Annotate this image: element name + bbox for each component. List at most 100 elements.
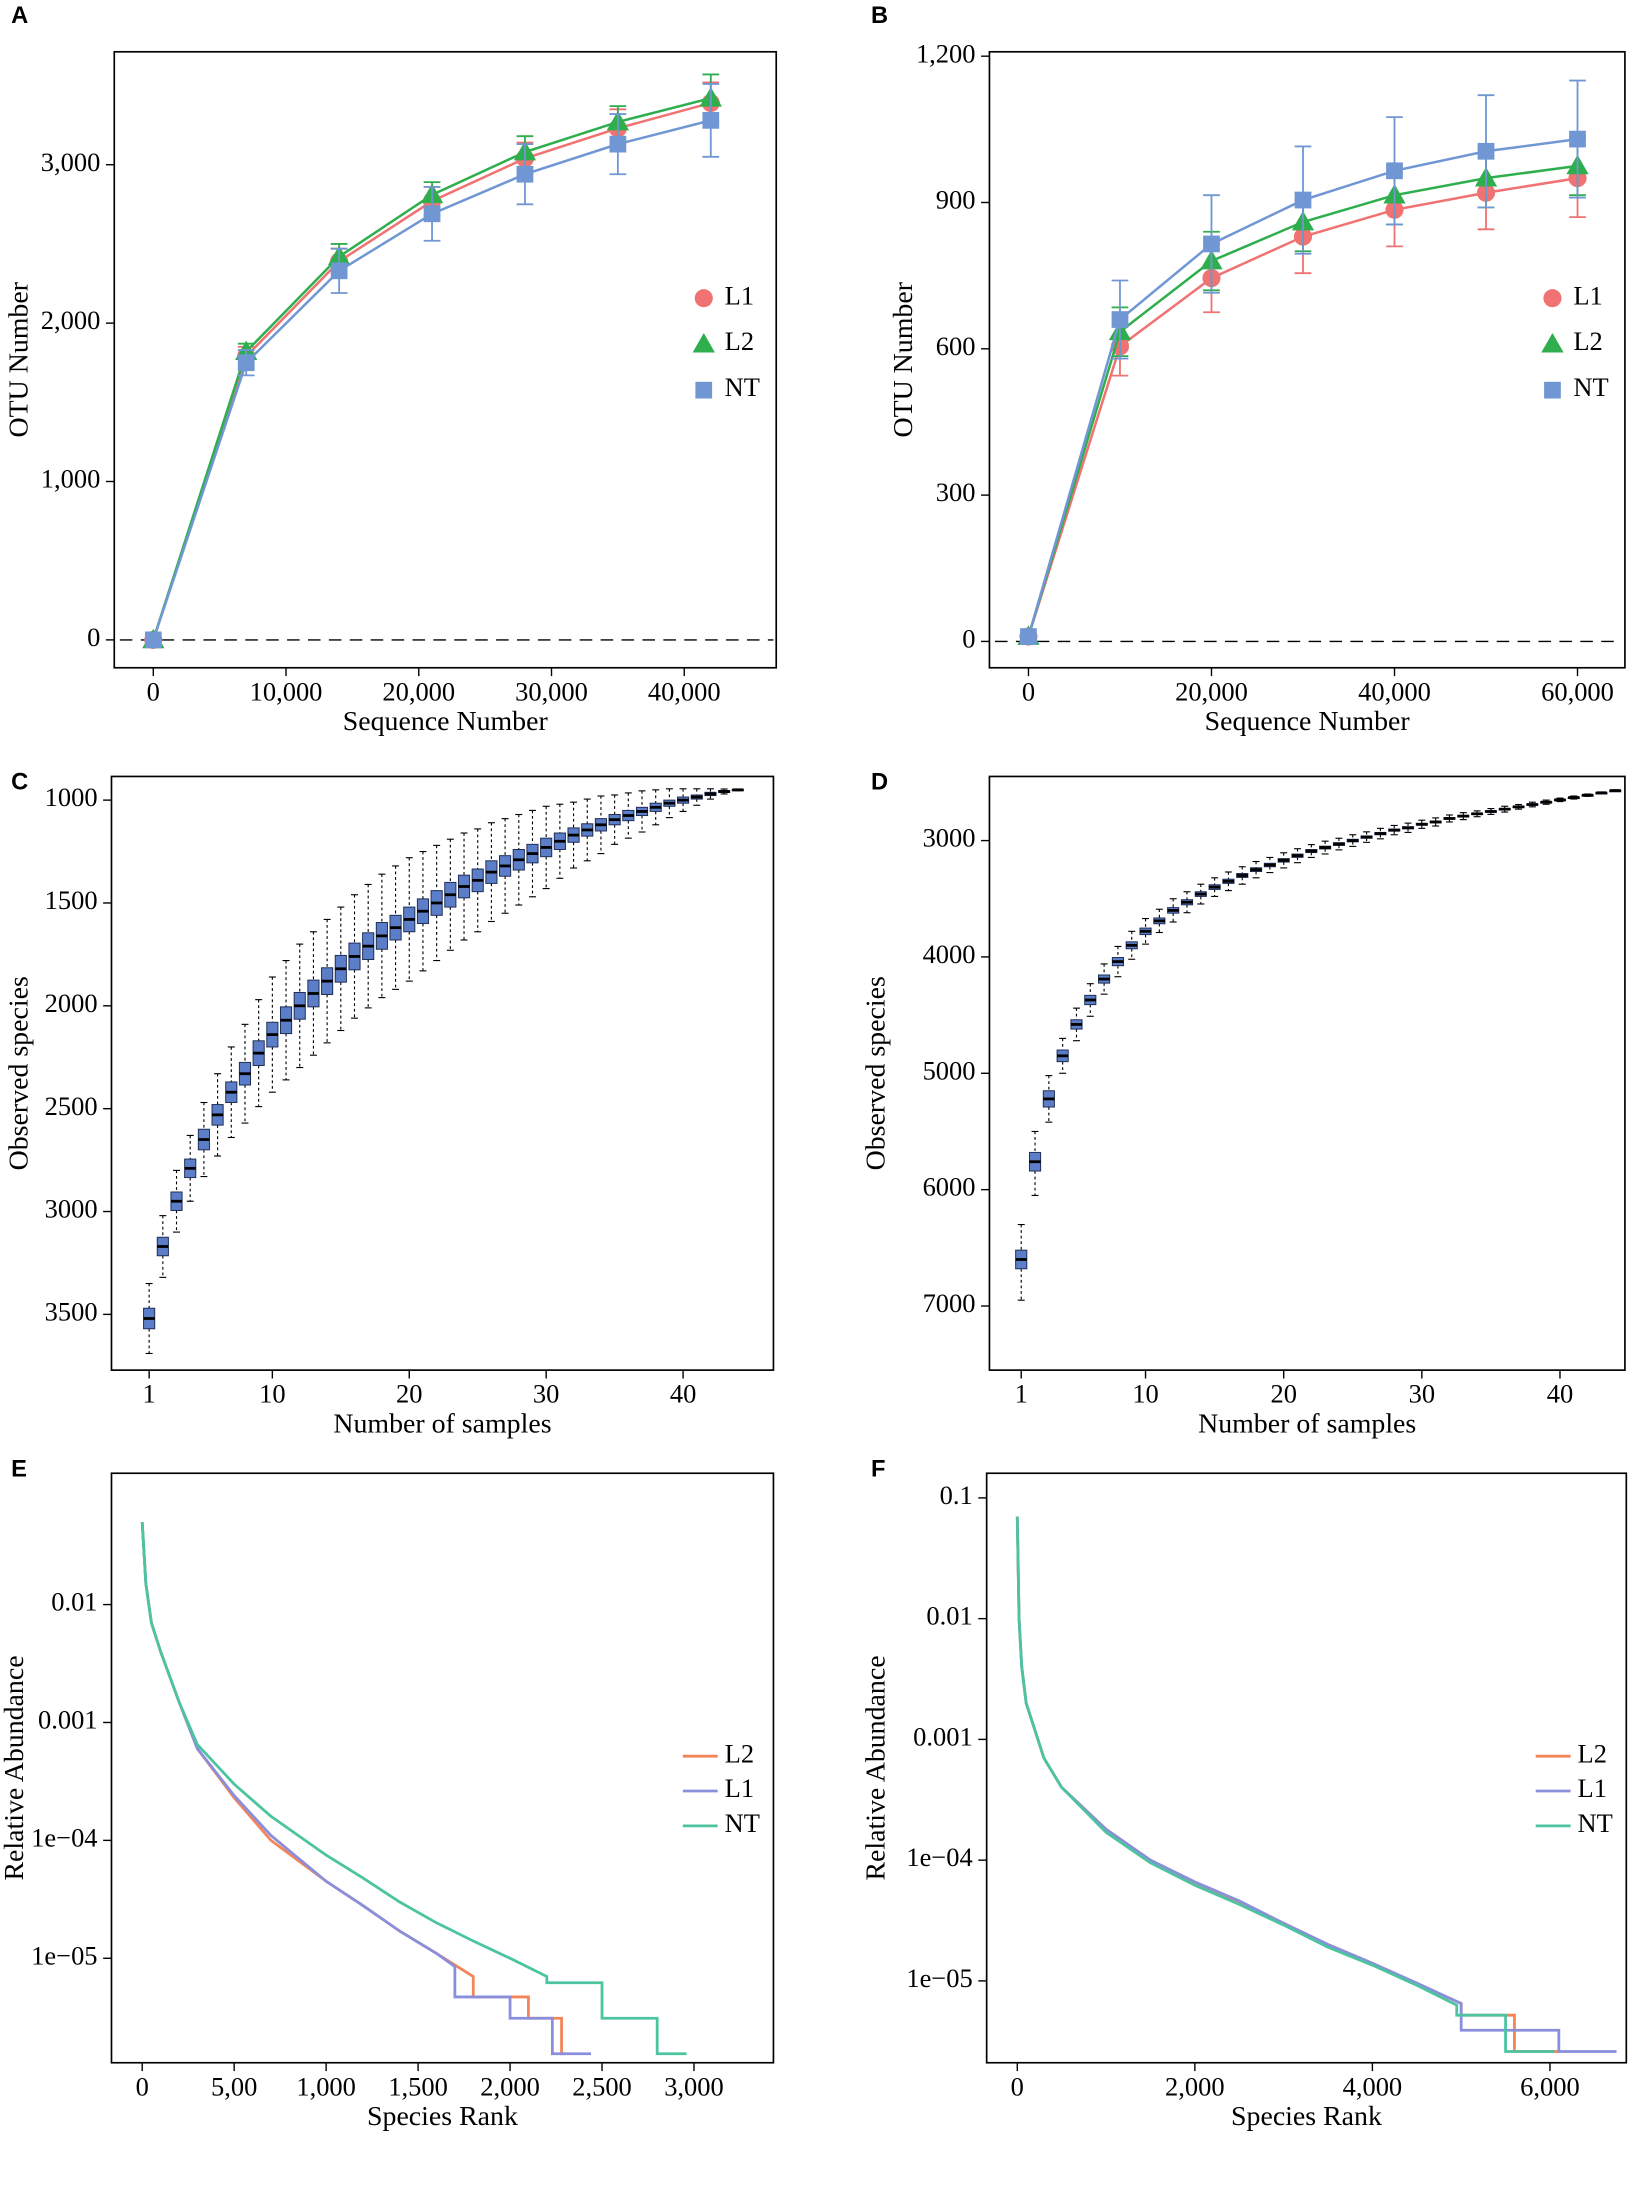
- y-tick-label: 3500: [45, 1296, 98, 1326]
- y-tick-label: 6000: [923, 1172, 976, 1202]
- y-tick-label: 1e−04: [31, 1822, 97, 1852]
- y-tick-label: 2,000: [41, 305, 101, 335]
- y-tick-label: 3000: [923, 823, 976, 853]
- legend-marker: [692, 333, 715, 353]
- y-tick-label: 3,000: [41, 147, 101, 177]
- y-tick-label: 0.001: [913, 1721, 973, 1751]
- legend-label: L1: [1578, 1773, 1607, 1803]
- x-tick-label: 10,000: [250, 676, 323, 706]
- y-tick-label: 0.1: [940, 1480, 973, 1510]
- legend-marker: [1543, 289, 1562, 308]
- x-axis-label: Number of samples: [333, 1408, 551, 1439]
- y-axis-label: Relative Abundance: [860, 1655, 891, 1880]
- marker: [237, 354, 255, 372]
- legend-label: L1: [725, 1773, 754, 1803]
- marker: [1477, 142, 1495, 160]
- x-tick-label: 0: [1022, 676, 1035, 706]
- y-tick-label: 7000: [923, 1288, 976, 1318]
- legend-marker: [1541, 333, 1564, 353]
- y-tick-label: 1,000: [41, 464, 101, 494]
- y-tick-label: 0: [962, 624, 975, 654]
- marker: [516, 165, 534, 183]
- y-tick-label: 1e−04: [906, 1842, 972, 1872]
- legend-label: NT: [725, 372, 760, 402]
- x-tick-label: 40: [670, 1379, 696, 1409]
- marker: [144, 631, 162, 649]
- y-axis-label: Observed species: [3, 976, 34, 1170]
- x-tick-label: 30: [533, 1379, 559, 1409]
- legend-label: L1: [725, 280, 754, 310]
- y-tick-label: 1e−05: [906, 1963, 972, 1993]
- x-tick-label: 0: [1011, 2071, 1024, 2101]
- y-tick-label: 1,200: [916, 38, 976, 68]
- x-axis-label: Sequence Number: [343, 706, 549, 737]
- series-line: [152, 96, 712, 641]
- y-tick-label: 0: [87, 622, 100, 652]
- x-tick-label: 20,000: [382, 676, 455, 706]
- legend-label: L2: [1573, 326, 1602, 356]
- x-tick-label: 2,000: [1165, 2071, 1225, 2101]
- x-tick-label: 20: [1270, 1379, 1296, 1409]
- series-line: [140, 1522, 687, 2056]
- x-tick-label: 60,000: [1541, 676, 1614, 706]
- legend-marker: [1544, 381, 1561, 399]
- x-tick-label: 40: [1547, 1379, 1573, 1409]
- x-tick-label: 5,00: [211, 2071, 257, 2101]
- x-axis-label: Number of samples: [1198, 1408, 1416, 1439]
- y-axis-label: OTU Number: [888, 281, 919, 437]
- series-line: [1015, 1516, 1559, 2053]
- series-line: [140, 1522, 591, 2056]
- y-tick-label: 5000: [923, 1055, 976, 1085]
- panel-label: B: [871, 3, 888, 29]
- x-tick-label: 30: [1409, 1379, 1435, 1409]
- panel-label: F: [871, 1457, 885, 1483]
- x-tick-label: 20: [396, 1379, 422, 1409]
- plot-frame: [113, 50, 778, 669]
- plot-frame: [110, 775, 775, 1371]
- x-tick-label: 10: [1132, 1379, 1158, 1409]
- plot-frame: [988, 775, 1626, 1371]
- x-tick-label: 30,000: [515, 676, 588, 706]
- legend-label: L1: [1573, 280, 1602, 310]
- legend-label: L2: [1578, 1738, 1607, 1768]
- x-axis-label: Species Rank: [367, 2101, 518, 2132]
- marker: [1020, 628, 1037, 645]
- y-tick-label: 2000: [45, 988, 98, 1018]
- legend-label: NT: [1573, 372, 1608, 402]
- marker: [609, 135, 627, 153]
- x-tick-label: 1: [1015, 1379, 1028, 1409]
- legend-label: NT: [1578, 1808, 1613, 1838]
- y-tick-label: 1e−05: [31, 1940, 97, 1970]
- y-tick-label: 600: [936, 331, 976, 361]
- y-tick-label: 0.001: [38, 1705, 98, 1735]
- marker: [1294, 191, 1312, 209]
- marker: [330, 262, 348, 280]
- y-tick-label: 3000: [45, 1194, 98, 1224]
- x-tick-label: 40,000: [1358, 676, 1431, 706]
- y-tick-label: 4000: [923, 939, 976, 969]
- legend-marker: [694, 289, 713, 308]
- panel-label: C: [11, 770, 28, 796]
- x-tick-label: 2,500: [572, 2071, 632, 2101]
- marker: [1386, 162, 1403, 180]
- y-tick-label: 0.01: [926, 1601, 972, 1631]
- x-tick-label: 10: [259, 1379, 285, 1409]
- marker: [423, 205, 441, 223]
- panel-label: D: [871, 770, 888, 796]
- x-tick-label: 6,000: [1520, 2071, 1580, 2101]
- marker: [1569, 130, 1586, 148]
- series-line: [1015, 1516, 1617, 2053]
- x-tick-label: 1,500: [388, 2071, 448, 2101]
- x-tick-label: 1,000: [296, 2071, 356, 2101]
- marker: [1111, 311, 1129, 328]
- x-tick-label: 0: [147, 676, 160, 706]
- plot-frame: [110, 1472, 775, 2064]
- x-axis-label: Species Rank: [1231, 2101, 1382, 2132]
- y-tick-label: 0.01: [51, 1587, 97, 1617]
- marker: [1203, 235, 1220, 253]
- y-tick-label: 1000: [45, 782, 98, 812]
- y-tick-label: 1500: [45, 885, 98, 915]
- x-tick-label: 3,000: [664, 2071, 724, 2101]
- plot-frame: [985, 1472, 1628, 2064]
